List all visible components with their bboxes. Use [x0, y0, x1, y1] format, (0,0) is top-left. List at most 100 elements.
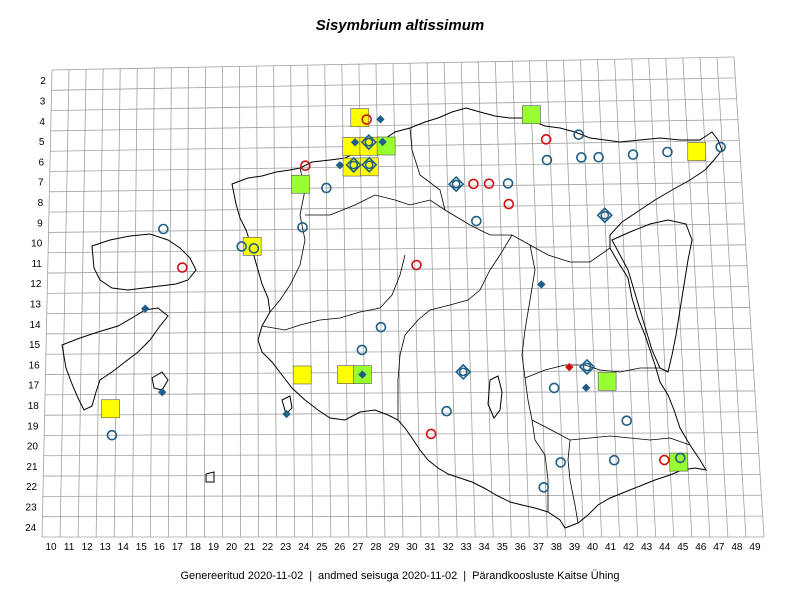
island-muhu — [151, 371, 169, 391]
x-tick-label: 46 — [695, 542, 707, 553]
island-kihnu — [281, 395, 293, 415]
yellow-square-marker — [101, 399, 120, 419]
blue-diamond-marker — [335, 160, 345, 170]
x-tick-label: 29 — [388, 542, 400, 553]
blue-ring-diamond-marker — [361, 156, 378, 173]
x-tick-label: 13 — [100, 542, 112, 553]
grid-line-v — [256, 66, 260, 538]
x-tick-label: 25 — [316, 542, 328, 553]
grid-line-h — [48, 202, 744, 213]
blue-ring-diamond-marker-ring — [364, 137, 374, 147]
blue-diamond-marker — [358, 370, 367, 379]
blue-ring-marker — [608, 454, 620, 466]
blue-diamond-marker — [141, 304, 150, 313]
grid-line-v — [631, 58, 657, 538]
x-axis-labels: 10 11 12 13 14 15 16 17 18 19 20 21 22 23 24 25 26 27 28 29… — [45, 542, 761, 553]
grid-line-h — [51, 77, 736, 91]
grid-line-v — [41, 69, 53, 538]
blue-diamond-marker — [376, 115, 385, 124]
grid-line-v — [392, 63, 404, 538]
grid-line-v — [185, 67, 189, 538]
blue-ring-marker — [375, 321, 387, 333]
blue-ring-marker — [236, 241, 247, 252]
x-tick-label: 15 — [136, 542, 148, 553]
x-tick-label: 43 — [641, 542, 653, 553]
grid-line-v — [563, 60, 584, 538]
y-tick-label: 19 — [27, 421, 39, 432]
y-tick-label: 22 — [26, 482, 38, 493]
x-tick-label: 33 — [461, 542, 473, 553]
country-outline — [61, 107, 723, 529]
y-tick-label: 23 — [26, 503, 38, 514]
blue-diamond-marker — [581, 383, 591, 392]
grid-line-v — [426, 62, 440, 538]
x-tick-label: 22 — [262, 542, 274, 553]
grid-line-h — [43, 453, 759, 457]
grid-line-h — [44, 411, 757, 416]
green-square-marker — [376, 136, 396, 156]
blue-ring-marker — [576, 152, 587, 163]
blue-ring-diamond-marker — [360, 134, 377, 151]
grid-line-v — [290, 65, 296, 538]
grid-line-h — [44, 432, 758, 436]
grid-line-h — [50, 119, 738, 132]
grid-line-h — [42, 494, 762, 497]
blue-ring-diamond-marker-ring — [582, 362, 592, 372]
x-tick-label: 49 — [749, 542, 761, 553]
grid-line-h — [46, 327, 751, 335]
blue-ring-diamond-marker-ring — [600, 210, 610, 220]
footer-org: Pärandkoosluste Kaitse Ühing — [472, 570, 620, 582]
blue-diamond-marker — [282, 409, 291, 419]
blue-ring-marker — [715, 141, 726, 153]
red-ring-marker — [468, 178, 479, 190]
grid-line-h — [49, 181, 742, 193]
grid-lines — [41, 56, 765, 538]
x-tick-label: 37 — [533, 542, 545, 553]
grid-line-h — [47, 265, 748, 274]
blue-ring-marker — [471, 215, 482, 227]
green-square-marker — [522, 105, 541, 125]
x-tick-label: 44 — [659, 542, 671, 553]
x-tick-label: 28 — [370, 542, 382, 553]
y-tick-label: 16 — [29, 360, 41, 371]
y-tick-label: 21 — [26, 462, 38, 473]
blue-ring-marker — [662, 146, 673, 158]
x-tick-label: 31 — [425, 542, 437, 553]
red-ring-marker — [503, 198, 515, 210]
y-tick-label: 5 — [39, 137, 45, 148]
blue-ring-marker — [321, 182, 332, 194]
grid-line-v — [529, 60, 548, 538]
grid-line-h — [51, 56, 735, 71]
x-tick-label: 17 — [172, 542, 184, 553]
blue-ring-diamond-marker-ring — [451, 179, 461, 189]
blue-ring-marker — [106, 429, 118, 441]
y-tick-label: 7 — [38, 178, 44, 189]
blue-ring-marker — [541, 154, 553, 166]
y-tick-label: 4 — [39, 117, 45, 128]
grid-line-v — [716, 57, 747, 538]
lake-peipus — [611, 219, 693, 373]
x-tick-label: 35 — [497, 542, 509, 553]
blue-ring-marker — [675, 452, 686, 464]
grid-line-v — [77, 69, 87, 538]
grid-line-v — [59, 69, 70, 538]
grid-line-v — [597, 59, 620, 538]
yellow-square-marker — [292, 365, 312, 385]
blue-ring-diamond-marker — [448, 175, 465, 193]
grid-line-v — [511, 61, 530, 538]
x-tick-label: 10 — [45, 542, 57, 553]
x-tick-label: 36 — [515, 542, 527, 553]
y-tick-label: 20 — [27, 442, 39, 453]
green-square-marker — [291, 174, 310, 194]
y-tick-label: 11 — [31, 259, 42, 270]
island-hiiumaa — [91, 233, 197, 291]
y-tick-label: 6 — [38, 157, 44, 168]
blue-ring-diamond-marker-ring — [349, 160, 359, 170]
grid-line-v — [614, 59, 639, 538]
x-tick-label: 21 — [244, 542, 256, 553]
y-tick-label: 15 — [29, 340, 41, 351]
footer-generated: Genereeritud 2020-11-02 — [180, 570, 304, 582]
grid-line-h — [43, 473, 761, 477]
red-ring-marker — [483, 178, 495, 189]
grid-line-v — [341, 64, 350, 538]
